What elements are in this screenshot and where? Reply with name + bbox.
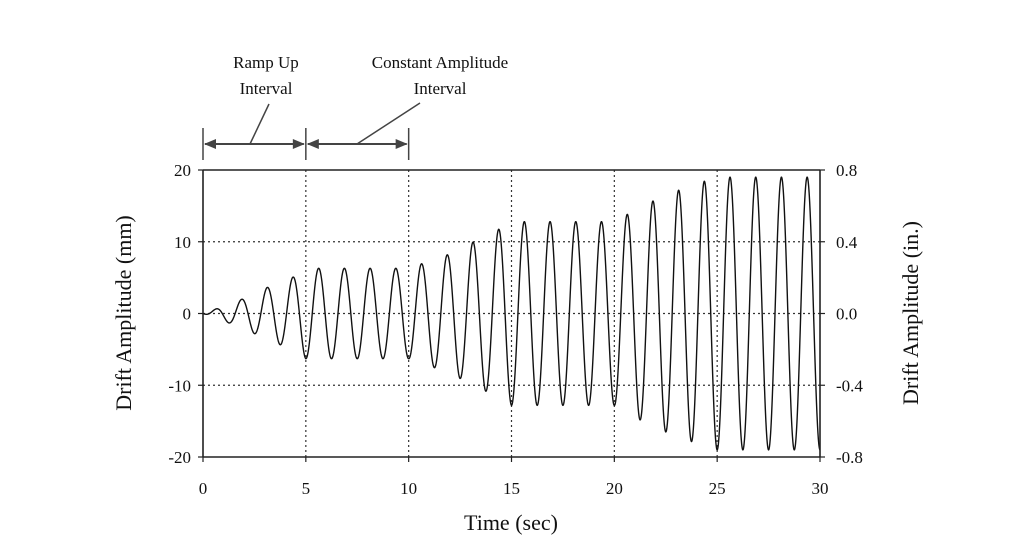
y-tick-label: -20 bbox=[168, 448, 191, 467]
y-tick-label: 10 bbox=[174, 233, 191, 252]
y2-tick-label: 0.8 bbox=[836, 161, 857, 180]
ramp-up-interval-label: Interval bbox=[240, 79, 293, 98]
interval-annotations: Ramp Up Interval Constant Amplitude Interva… bbox=[202, 53, 508, 160]
ramp-up-label: Ramp Up bbox=[233, 53, 299, 72]
arrow-head-right-constant bbox=[395, 139, 408, 149]
arrow-head-left-ramp bbox=[204, 139, 216, 149]
tick-labels: 0 5 10 15 20 25 30 -20 -10 0 10 20 -0.8 -0.4 0.0 0.4 0.8 bbox=[168, 161, 863, 498]
y2-tick-label: 0.0 bbox=[836, 305, 857, 324]
y2-tick-label: 0.4 bbox=[836, 233, 858, 252]
arrow-head-right-ramp bbox=[292, 139, 305, 149]
y-axis-title-left: Drift Amplitude (mm) bbox=[111, 215, 136, 411]
arrow-head-left-constant bbox=[306, 139, 319, 149]
y2-tick-label: -0.8 bbox=[836, 448, 863, 467]
x-tick-label: 25 bbox=[709, 479, 726, 498]
x-tick-label: 10 bbox=[400, 479, 417, 498]
x-tick-label: 30 bbox=[812, 479, 829, 498]
drift-series-line bbox=[202, 176, 821, 451]
y-tick-label: -10 bbox=[168, 376, 191, 395]
y-axis-title-right: Drift Amplitude (in.) bbox=[898, 221, 923, 405]
constant-amplitude-interval-label: Interval bbox=[414, 79, 467, 98]
x-tick-label: 5 bbox=[302, 479, 311, 498]
y-tick-label: 20 bbox=[174, 161, 191, 180]
leader-line-constant bbox=[356, 102, 421, 145]
constant-amplitude-label: Constant Amplitude bbox=[372, 53, 508, 72]
y-tick-label: 0 bbox=[183, 305, 192, 324]
x-tick-label: 0 bbox=[199, 479, 208, 498]
x-axis-title: Time (sec) bbox=[464, 510, 558, 535]
x-tick-label: 20 bbox=[606, 479, 623, 498]
leader-line-ramp bbox=[249, 103, 270, 145]
data-layer bbox=[202, 176, 821, 451]
y2-tick-label: -0.4 bbox=[836, 376, 863, 395]
x-tick-label: 15 bbox=[503, 479, 520, 498]
